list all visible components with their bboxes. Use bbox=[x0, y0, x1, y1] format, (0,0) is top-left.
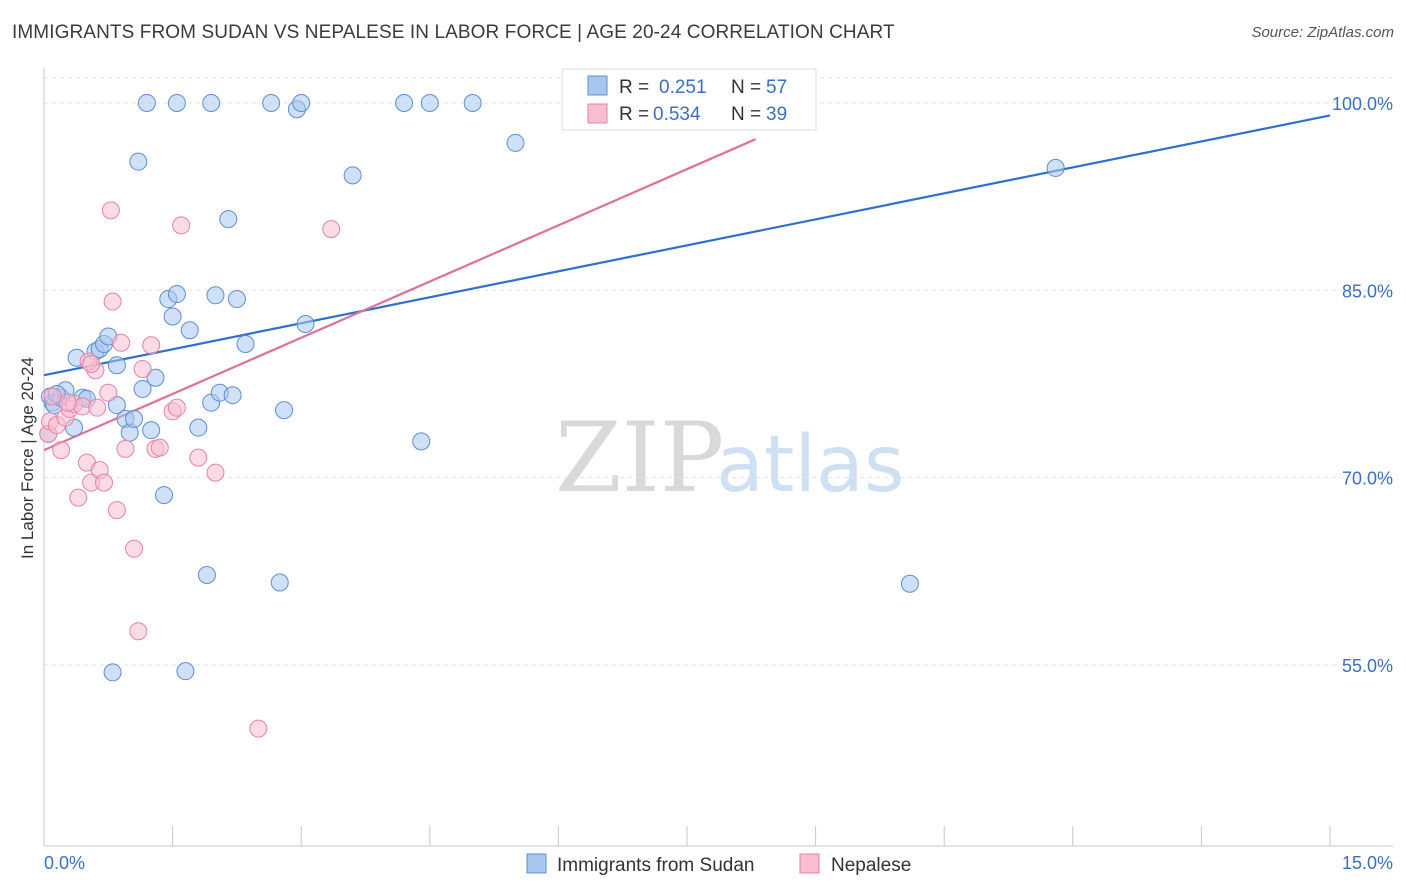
data-point-nepal bbox=[99, 383, 118, 402]
data-point-sudan bbox=[180, 321, 199, 340]
data-point-sudan bbox=[262, 93, 281, 112]
y-tick-label: 55.0% bbox=[1342, 656, 1393, 676]
data-points bbox=[39, 90, 1065, 738]
y-tick-label: 85.0% bbox=[1342, 281, 1393, 301]
data-point-nepal bbox=[52, 441, 71, 460]
data-point-nepal bbox=[103, 292, 122, 311]
data-point-sudan bbox=[343, 166, 362, 185]
data-point-sudan bbox=[163, 307, 182, 326]
data-point-sudan bbox=[125, 409, 144, 428]
legend-nepal-r-label: R = bbox=[619, 104, 649, 125]
data-point-nepal bbox=[95, 473, 114, 492]
trend-line-nepal bbox=[43, 138, 757, 452]
y-tick-label: 100.0% bbox=[1332, 94, 1393, 114]
data-point-nepal bbox=[167, 398, 186, 417]
data-point-sudan bbox=[506, 133, 525, 152]
data-point-sudan bbox=[292, 93, 311, 112]
data-point-sudan bbox=[202, 93, 221, 112]
data-point-sudan bbox=[197, 566, 216, 585]
data-point-nepal bbox=[82, 354, 101, 373]
series-legend: Immigrants from Sudan Nepalese bbox=[526, 853, 911, 876]
data-point-nepal bbox=[172, 216, 191, 235]
data-point-sudan bbox=[103, 663, 122, 682]
x-tick-label-max: 15.0% bbox=[1342, 853, 1393, 873]
data-point-sudan bbox=[133, 379, 152, 398]
data-point-sudan bbox=[189, 418, 208, 437]
data-point-sudan bbox=[900, 574, 919, 593]
data-point-nepal bbox=[125, 539, 144, 558]
data-point-sudan bbox=[176, 662, 195, 681]
data-point-sudan bbox=[296, 315, 315, 334]
watermark: ZIP atlas bbox=[555, 402, 905, 514]
data-point-sudan bbox=[129, 152, 148, 171]
data-point-nepal bbox=[142, 336, 161, 355]
data-point-sudan bbox=[227, 290, 246, 309]
data-point-sudan bbox=[420, 93, 439, 112]
data-point-sudan bbox=[155, 486, 174, 505]
legend-sudan-n-label: N = bbox=[731, 77, 761, 98]
legend-swatch-nepal bbox=[587, 103, 608, 124]
data-point-sudan bbox=[236, 334, 255, 353]
x-tick-label-min: 0.0% bbox=[44, 853, 85, 873]
data-point-sudan bbox=[395, 93, 414, 112]
legend-sudan-r-value: 0.251 bbox=[659, 77, 707, 98]
data-point-nepal bbox=[129, 622, 148, 641]
data-point-sudan bbox=[270, 573, 289, 592]
data-point-nepal bbox=[112, 333, 131, 352]
data-point-sudan bbox=[107, 396, 126, 415]
bottom-legend-label-nepal: Nepalese bbox=[831, 855, 911, 876]
data-point-nepal bbox=[150, 438, 169, 457]
bottom-legend-swatch-nepal bbox=[799, 853, 820, 874]
grid-lines bbox=[44, 77, 1393, 666]
data-point-nepal bbox=[88, 398, 107, 417]
data-point-sudan bbox=[412, 432, 431, 451]
data-point-nepal bbox=[116, 439, 135, 458]
data-point-sudan bbox=[223, 386, 242, 405]
data-point-nepal bbox=[249, 719, 268, 738]
trend-line-sudan bbox=[43, 114, 1331, 377]
watermark-atlas: atlas bbox=[716, 420, 905, 510]
legend-nepal-r-value: 0.534 bbox=[653, 104, 701, 125]
data-point-nepal bbox=[189, 448, 208, 467]
data-point-sudan bbox=[275, 401, 294, 420]
y-axis-title: In Labor Force | Age 20-24 bbox=[18, 357, 37, 559]
axes bbox=[43, 68, 1393, 847]
correlation-legend: R = 0.251 N = 57 R = 0.534 N = 39 bbox=[561, 68, 817, 131]
chart-title: IMMIGRANTS FROM SUDAN VS NEPALESE IN LAB… bbox=[12, 22, 895, 43]
legend-nepal-n-value: 39 bbox=[766, 104, 787, 125]
data-point-nepal bbox=[133, 359, 152, 378]
data-point-nepal bbox=[101, 201, 120, 220]
legend-sudan-n-value: 57 bbox=[766, 77, 787, 98]
legend-nepal-n-label: N = bbox=[731, 104, 761, 125]
data-point-sudan bbox=[463, 93, 482, 112]
data-point-sudan bbox=[167, 93, 186, 112]
data-point-sudan bbox=[146, 368, 165, 387]
trend-lines bbox=[43, 114, 1331, 452]
data-point-sudan bbox=[206, 286, 225, 305]
data-point-sudan bbox=[142, 421, 161, 440]
data-point-nepal bbox=[59, 393, 78, 412]
data-point-nepal bbox=[107, 501, 126, 520]
data-point-sudan bbox=[107, 356, 126, 375]
y-tick-labels: 55.0% 70.0% 85.0% 100.0% bbox=[1332, 94, 1393, 676]
source-label: Source: ZipAtlas.com bbox=[1251, 24, 1394, 41]
bottom-legend-swatch-sudan bbox=[526, 853, 547, 874]
data-point-nepal bbox=[69, 488, 88, 507]
data-point-sudan bbox=[167, 285, 186, 304]
watermark-zip: ZIP bbox=[555, 402, 724, 514]
data-point-sudan bbox=[137, 93, 156, 112]
data-point-nepal bbox=[43, 387, 62, 406]
data-point-nepal bbox=[322, 220, 341, 239]
legend-swatch-sudan bbox=[587, 75, 608, 96]
legend-sudan-r-label: R = bbox=[619, 77, 649, 98]
data-point-sudan bbox=[1046, 158, 1065, 177]
data-point-sudan bbox=[219, 210, 238, 229]
bottom-legend-label-sudan: Immigrants from Sudan bbox=[557, 855, 754, 876]
y-tick-label: 70.0% bbox=[1342, 469, 1393, 489]
data-point-nepal bbox=[206, 463, 225, 482]
